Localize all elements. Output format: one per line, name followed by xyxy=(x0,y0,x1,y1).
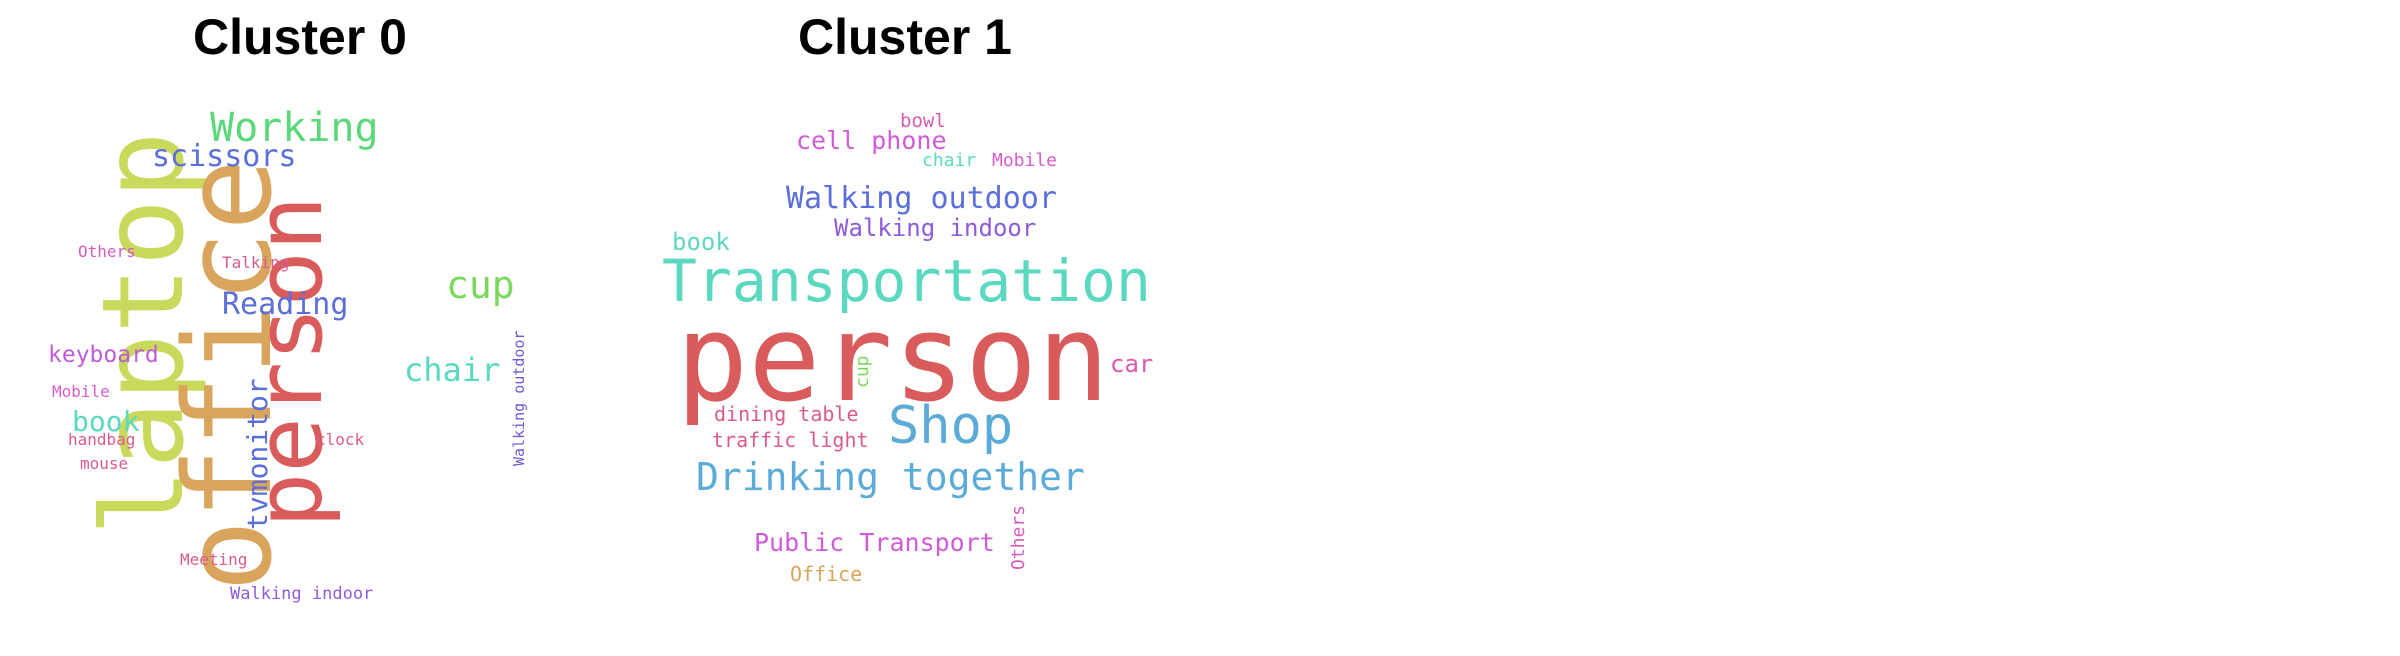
word-book: book xyxy=(72,405,140,438)
word-walking-indoor: Walking indoor xyxy=(834,214,1037,242)
word-office: Office xyxy=(790,562,863,586)
word-book: book xyxy=(672,228,730,256)
word-cell-phone: cell phone xyxy=(796,126,947,155)
word-person: person xyxy=(676,290,1110,429)
word-drinking-together: Drinking together xyxy=(696,455,1085,499)
word-tvmonitor: tvmonitor xyxy=(241,378,274,530)
word-chair: chair xyxy=(404,351,501,389)
word-working: Working xyxy=(210,105,379,151)
word-walking-indoor: Walking indoor xyxy=(230,584,374,604)
word-reading: Reading xyxy=(222,287,349,322)
word-cup: cup xyxy=(852,355,873,388)
word-scissors: scissors xyxy=(152,139,297,174)
word-walking-outdoor: Walking outdoor xyxy=(510,330,528,466)
word-mobile: Mobile xyxy=(992,150,1058,171)
word-transportation: Transportation xyxy=(662,247,1151,315)
word-talking: Talking xyxy=(222,253,290,272)
word-traffic-light: traffic light xyxy=(712,428,869,452)
word-car: car xyxy=(1110,350,1154,378)
word-walking-outdoor: Walking outdoor xyxy=(786,181,1057,216)
word-public-transport: Public Transport xyxy=(754,528,995,557)
word-others: Others xyxy=(1008,504,1029,570)
wordcloud-panel-cluster-1: Cluster 1 person Transportation Walking … xyxy=(600,0,1210,656)
panel-title: Cluster 0 xyxy=(193,9,407,65)
word-bowl: bowl xyxy=(900,110,946,132)
word-shop: Shop xyxy=(888,396,1014,456)
word-dining-table: dining table xyxy=(714,402,859,426)
word-meeting: Meeting xyxy=(180,550,248,569)
word-keyboard: keyboard xyxy=(48,342,159,368)
wordcloud-panel-cluster-0: Cluster 0 laptop office person Working s… xyxy=(0,0,600,656)
word-mobile: Mobile xyxy=(52,382,110,401)
word-chair: chair xyxy=(922,150,977,171)
panel-title: Cluster 1 xyxy=(798,9,1012,65)
word-mouse: mouse xyxy=(80,454,129,473)
word-cup: cup xyxy=(446,263,515,307)
word-handbag: handbag xyxy=(68,430,136,449)
word-clock: clock xyxy=(316,430,365,449)
word-others: Others xyxy=(78,242,136,261)
